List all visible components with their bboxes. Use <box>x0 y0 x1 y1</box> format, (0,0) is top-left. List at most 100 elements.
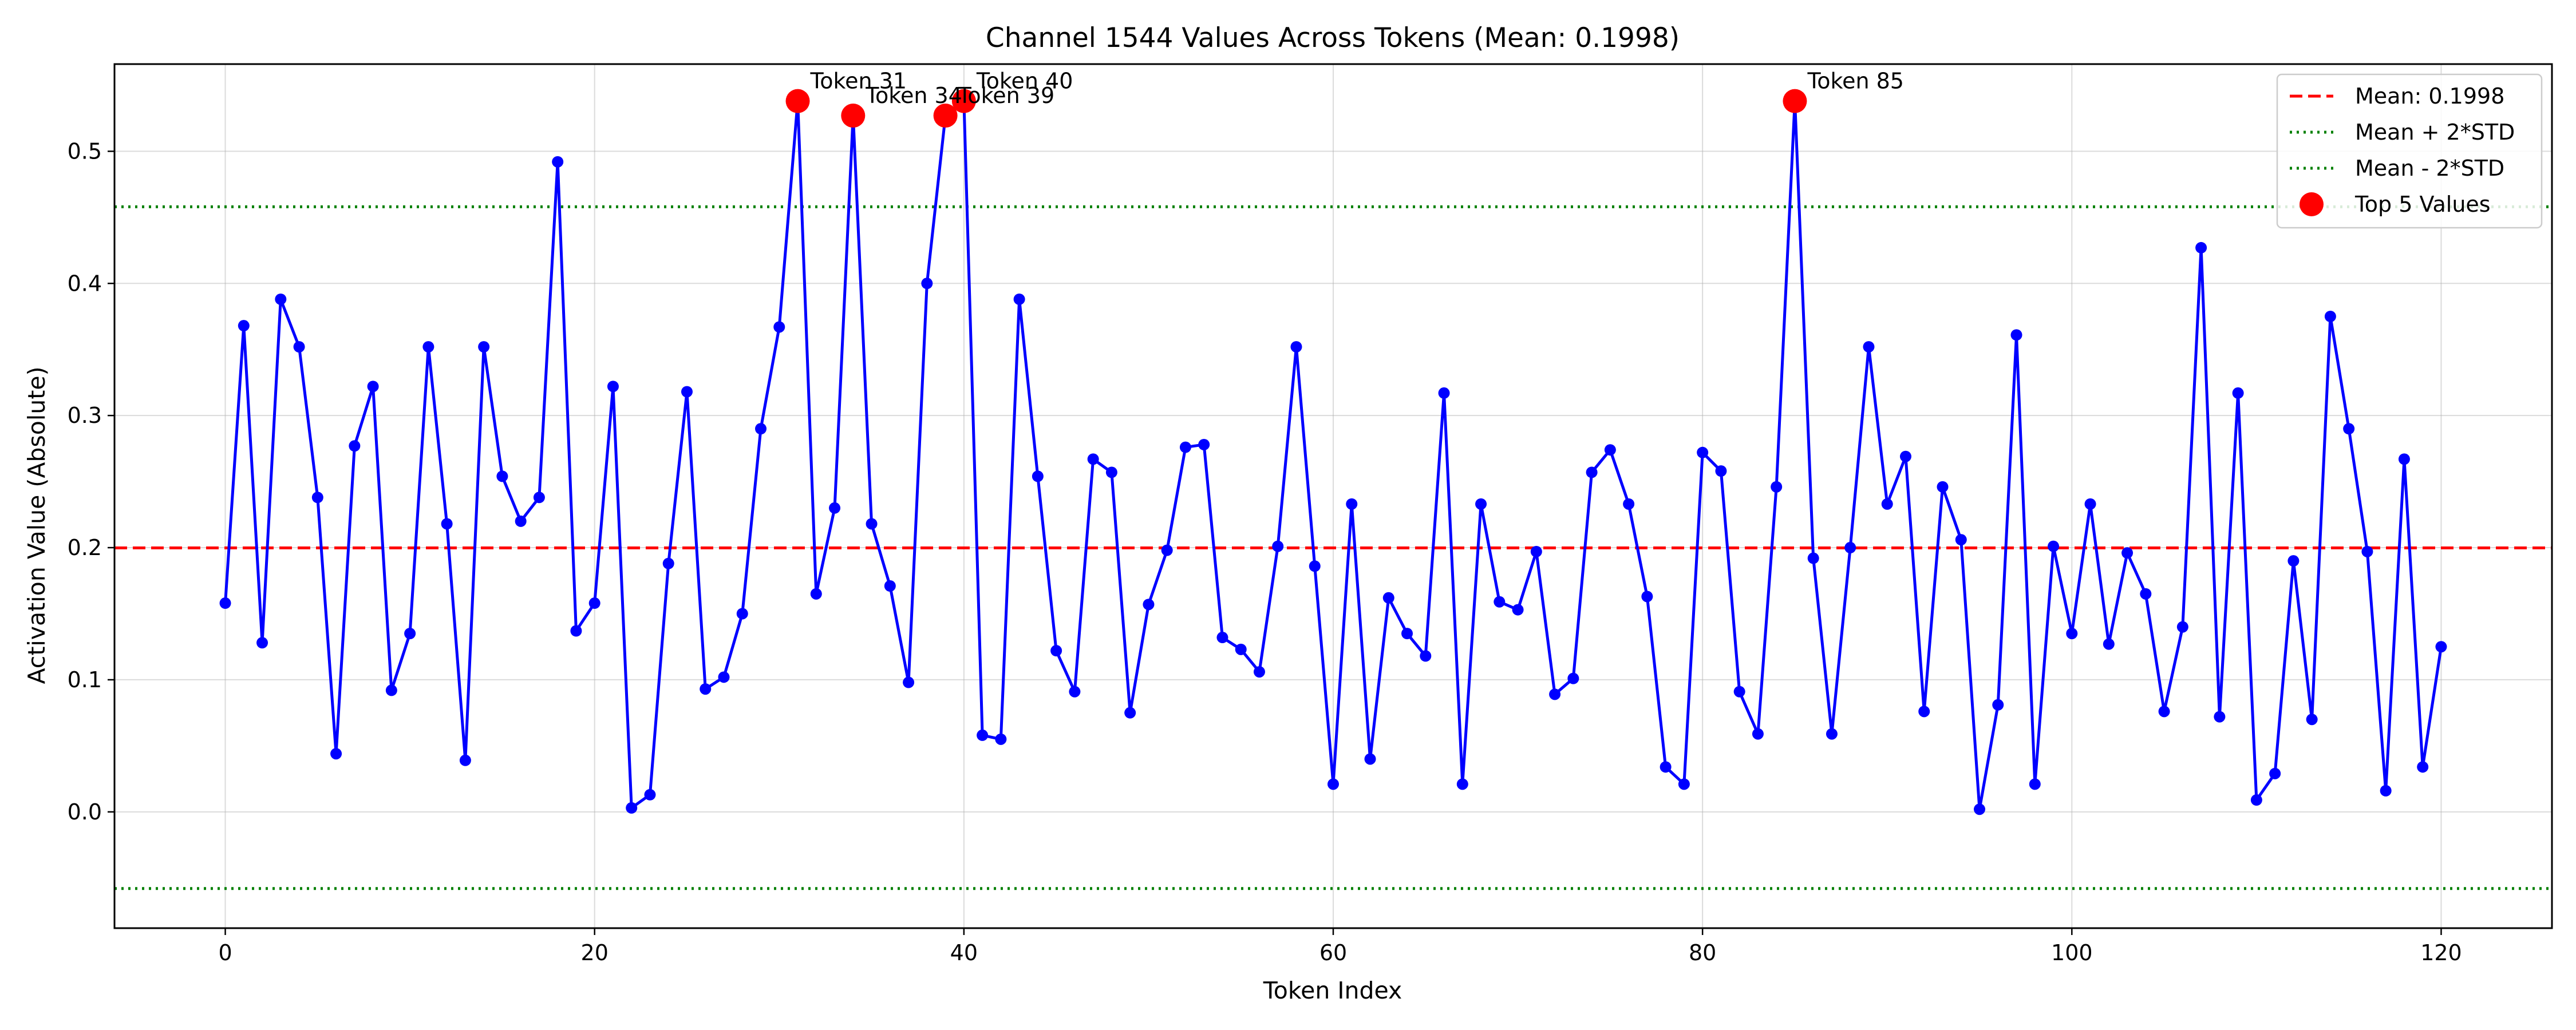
data-point <box>1382 592 1394 604</box>
data-point <box>2176 621 2188 633</box>
data-point <box>422 341 434 353</box>
x-tick-label: 0 <box>218 940 232 965</box>
data-point <box>1401 628 1413 640</box>
data-point <box>2361 545 2373 557</box>
data-point <box>2398 453 2410 465</box>
grid <box>114 64 2552 928</box>
data-point <box>1087 453 1099 465</box>
x-tick-label: 60 <box>1319 940 1347 965</box>
data-point <box>2435 641 2447 653</box>
legend-box <box>2276 73 2543 229</box>
data-point <box>2306 714 2318 726</box>
top-values-layer <box>785 89 1807 128</box>
data-point <box>1567 672 1579 684</box>
data-point <box>1420 650 1432 662</box>
data-point <box>1364 753 1376 765</box>
y-axis-label: Activation Value (Absolute) <box>23 366 50 684</box>
x-tick-label: 100 <box>2051 940 2093 965</box>
data-point <box>1623 498 1635 510</box>
data-point <box>1586 466 1598 478</box>
data-point <box>2121 547 2134 559</box>
x-tick-label: 40 <box>950 940 978 965</box>
data-point <box>1992 699 2004 711</box>
data-point <box>1771 481 1783 493</box>
data-point <box>718 671 730 683</box>
data-point <box>1660 761 1672 773</box>
data-point <box>1697 446 1709 458</box>
data-point <box>1309 560 1321 572</box>
top-value-marker <box>1783 89 1807 113</box>
data-point <box>1641 591 1653 603</box>
data-point <box>1346 498 1358 510</box>
data-point <box>662 557 674 569</box>
data-point <box>884 580 896 592</box>
data-point <box>1216 632 1228 644</box>
data-point <box>238 320 250 332</box>
data-point <box>1253 666 1265 678</box>
data-point <box>2232 387 2244 399</box>
data-point <box>293 341 305 353</box>
data-point <box>829 502 841 514</box>
data-point <box>2380 785 2392 797</box>
data-point <box>1826 728 1838 740</box>
data-point <box>219 597 231 609</box>
data-point <box>1512 604 1524 616</box>
data-point <box>1069 686 1081 698</box>
data-point <box>1124 707 1136 719</box>
data-point <box>441 518 453 530</box>
data-point <box>1549 688 1561 700</box>
data-point <box>2269 767 2281 779</box>
data-point <box>385 684 397 696</box>
data-point <box>2158 706 2170 718</box>
data-point <box>275 293 287 305</box>
legend: Mean: 0.1998 Mean + 2*STD Mean - 2*STD Top … <box>2276 73 2543 229</box>
data-point <box>1050 645 1062 657</box>
legend-label: Mean + 2*STD <box>2355 120 2515 145</box>
data-point <box>459 754 471 766</box>
data-point <box>2250 794 2262 806</box>
data-point <box>2417 761 2429 773</box>
data-point <box>626 802 638 814</box>
data-point <box>2103 638 2115 650</box>
data-point <box>1013 293 1025 305</box>
data-point <box>1272 540 1284 552</box>
data-point <box>311 492 323 504</box>
x-axis-label: Token Index <box>1263 977 1402 1004</box>
top-value-marker <box>933 104 958 128</box>
data-point <box>903 676 915 688</box>
data-point <box>1863 341 1875 353</box>
data-point <box>2287 555 2300 567</box>
data-point <box>1807 552 1819 564</box>
data-point <box>1955 534 1967 546</box>
data-point <box>700 683 712 695</box>
data-point <box>1456 778 1468 790</box>
legend-label: Top 5 Values <box>2354 192 2491 217</box>
data-point <box>1105 466 1117 478</box>
data-point <box>866 518 878 530</box>
data-point <box>1974 803 1986 815</box>
data-point <box>478 341 490 353</box>
data-point <box>681 386 693 398</box>
y-tick-label: 0.1 <box>68 667 102 692</box>
top-value-annotation: Token 31 <box>810 69 907 94</box>
data-point <box>2324 310 2336 322</box>
data-point <box>1494 596 1506 608</box>
top-value-annotation: Token 40 <box>976 69 1073 94</box>
data-point <box>588 597 600 609</box>
top-value-marker <box>951 89 976 113</box>
data-point <box>2010 329 2022 341</box>
data-point <box>330 748 342 760</box>
legend-label: Mean - 2*STD <box>2355 156 2504 181</box>
data-point <box>404 628 416 640</box>
data-point <box>256 637 268 649</box>
y-tick-label: 0.5 <box>68 138 102 164</box>
data-point <box>1143 599 1155 611</box>
data-point <box>1918 706 1930 718</box>
data-point <box>1715 465 1727 477</box>
top-value-annotation: Token 85 <box>1807 69 1904 94</box>
data-point <box>367 381 379 393</box>
data-point <box>533 492 545 504</box>
data-point <box>552 156 564 168</box>
y-tick-label: 0.4 <box>68 271 102 296</box>
x-tick-label: 80 <box>1689 940 1716 965</box>
